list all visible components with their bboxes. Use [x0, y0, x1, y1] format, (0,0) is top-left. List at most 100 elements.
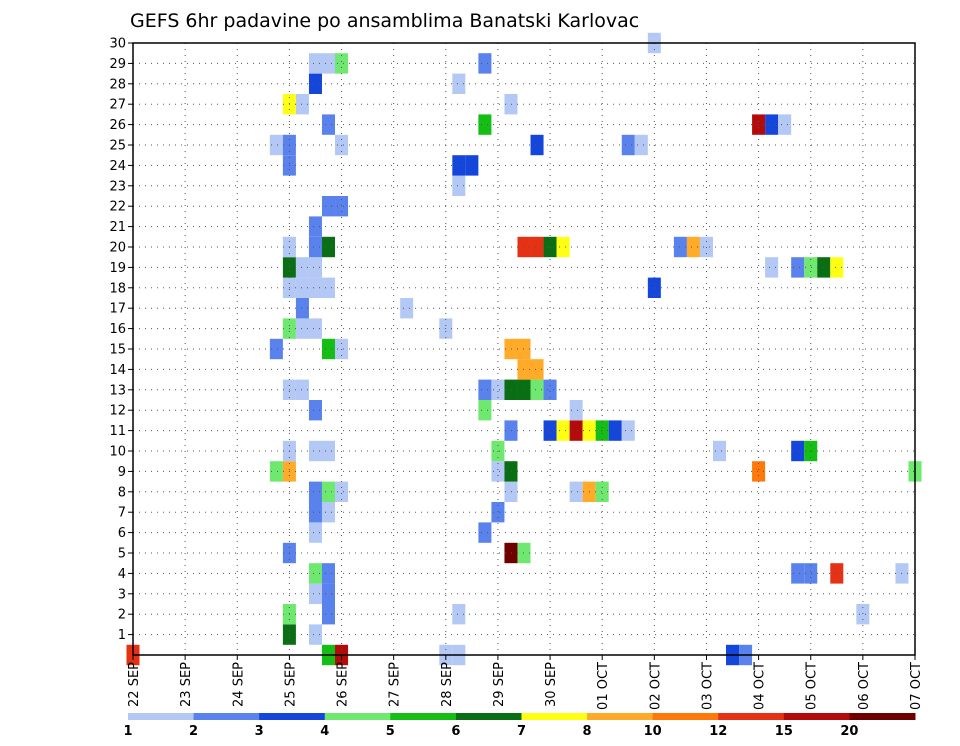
x-tick-label: 24 SEP	[231, 662, 246, 707]
precip-cell	[491, 379, 505, 400]
precip-cell	[491, 461, 505, 482]
precip-cell	[321, 583, 336, 604]
y-tick-label: 26	[109, 118, 126, 133]
x-tick-label: 03 OCT	[700, 662, 715, 710]
precip-cell	[308, 502, 322, 523]
precip-cell	[308, 236, 322, 258]
precip-cell	[621, 134, 635, 156]
precip-cell	[321, 563, 336, 584]
precip-cell	[504, 94, 518, 115]
colorbar-label: 6	[451, 724, 460, 739]
precip-cell	[830, 563, 844, 584]
precip-cell	[308, 216, 322, 237]
y-tick-label: 25	[109, 139, 126, 154]
y-tick-label: 2	[118, 608, 126, 623]
x-tick-label: 29 SEP	[492, 662, 507, 707]
precip-cell	[504, 379, 518, 400]
precip-cell	[295, 277, 309, 298]
precip-cell	[543, 420, 557, 441]
colorbar-segment	[718, 713, 785, 720]
precip-cell	[452, 604, 466, 625]
precip-cell	[478, 114, 492, 135]
y-tick-label: 22	[109, 200, 126, 215]
y-tick-label: 28	[109, 77, 126, 92]
precip-cell	[308, 73, 322, 94]
precip-cell	[321, 114, 336, 135]
precip-cell	[321, 236, 336, 258]
precip-cell	[321, 604, 336, 625]
precip-cell	[608, 420, 622, 441]
y-axis: 1234567891011121314151617181920212223242…	[109, 37, 133, 643]
precip-cell	[712, 440, 727, 462]
y-tick-label: 20	[109, 241, 126, 256]
precip-cell	[400, 298, 414, 319]
precip-cell	[765, 114, 779, 135]
precip-cell	[673, 236, 687, 258]
precip-cell	[308, 257, 322, 278]
precip-cell	[543, 379, 557, 400]
precip-cell	[452, 155, 466, 176]
precip-cell	[295, 379, 309, 400]
y-tick-label: 16	[109, 322, 126, 337]
precip-cell	[465, 155, 479, 176]
colorbar-label: 5	[386, 724, 395, 739]
y-tick-label: 15	[109, 343, 126, 358]
precip-cell	[530, 359, 544, 380]
precip-cell	[308, 583, 322, 604]
precip-cell	[752, 461, 766, 482]
x-axis: 22 SEP 23 SEP 24 SEP 25 SEP 26 SEP 27 SEP 28 S…	[127, 655, 924, 710]
x-tick-label: 25 SEP	[283, 662, 298, 707]
y-tick-label: 8	[118, 485, 126, 500]
precip-cell	[295, 318, 309, 339]
x-tick-label: 27 SEP	[388, 662, 403, 707]
colorbar-segment	[652, 713, 719, 720]
precip-cell	[321, 502, 336, 523]
precip-cell	[647, 277, 661, 298]
y-tick-label: 12	[109, 404, 126, 419]
precip-cell	[504, 542, 518, 564]
precip-cell	[530, 134, 544, 156]
precip-cell	[308, 522, 322, 543]
colorbar-segment	[128, 713, 195, 720]
precip-cell	[791, 440, 805, 462]
precip-cell	[308, 400, 322, 421]
colorbar-label: 12	[709, 724, 727, 739]
colorbar-segment	[390, 713, 457, 720]
colorbar: 1 2 3 4 5 6 7 8 10 12 15 20	[123, 713, 916, 739]
precip-cell	[491, 502, 505, 523]
precip-cell	[595, 481, 609, 502]
precip-cell	[856, 604, 870, 625]
colorbar-segment	[193, 713, 260, 720]
y-tick-label: 11	[109, 424, 126, 439]
colorbar-segment	[521, 713, 588, 720]
x-tick-label: 06 OCT	[857, 662, 872, 710]
colorbar-label: 20	[840, 724, 858, 739]
precip-cell	[478, 400, 492, 421]
colorbar-label: 7	[517, 724, 526, 739]
x-tick-label: 07 OCT	[909, 662, 924, 710]
y-tick-label: 9	[118, 465, 126, 480]
precip-cell	[478, 379, 492, 400]
y-tick-label: 5	[118, 547, 126, 562]
precip-cell	[504, 420, 518, 441]
precip-cell	[569, 420, 583, 441]
colorbar-label: 15	[775, 724, 793, 739]
precip-cell	[791, 563, 805, 584]
x-tick-label: 28 SEP	[440, 662, 455, 707]
precip-cell	[308, 624, 322, 645]
precip-cell	[530, 236, 544, 258]
y-tick-label: 10	[109, 445, 126, 460]
precip-cell	[321, 481, 336, 502]
precip-cell	[321, 440, 336, 462]
y-tick-label: 29	[109, 57, 126, 72]
x-tick-label: 26 SEP	[336, 662, 351, 707]
y-tick-label: 18	[109, 281, 126, 296]
x-tick-label: 22 SEP	[127, 662, 142, 707]
colorbar-label: 1	[123, 724, 132, 739]
precip-cell	[269, 461, 283, 482]
precip-cell	[791, 257, 805, 278]
y-tick-label: 13	[109, 383, 126, 398]
x-tick-label: 01 OCT	[596, 662, 611, 710]
precip-cell	[308, 563, 322, 584]
